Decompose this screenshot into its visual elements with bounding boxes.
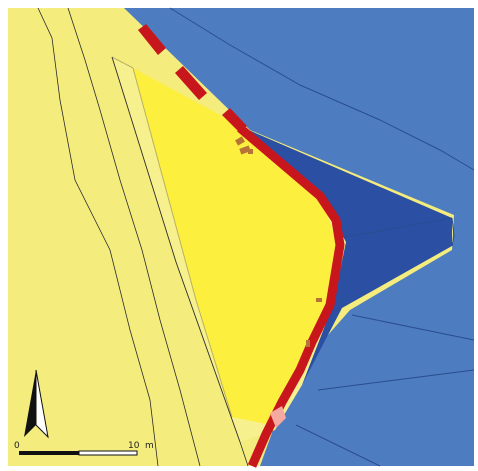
scale-end-label: 10	[128, 441, 140, 451]
site-features	[235, 136, 322, 347]
scale-bar-icon: 0 10 m	[14, 441, 154, 456]
highlighted-parcel	[133, 68, 337, 424]
water-deep-region	[244, 128, 452, 385]
north-arrow-icon	[24, 369, 49, 439]
boundary-dashes	[138, 24, 247, 132]
water-outlines	[169, 7, 475, 467]
hairline-boundaries	[37, 7, 249, 467]
scale-unit-label: m	[145, 441, 154, 451]
boundary-pink-segment	[270, 406, 286, 428]
scale-start-label: 0	[14, 441, 20, 451]
water-body	[124, 8, 474, 466]
